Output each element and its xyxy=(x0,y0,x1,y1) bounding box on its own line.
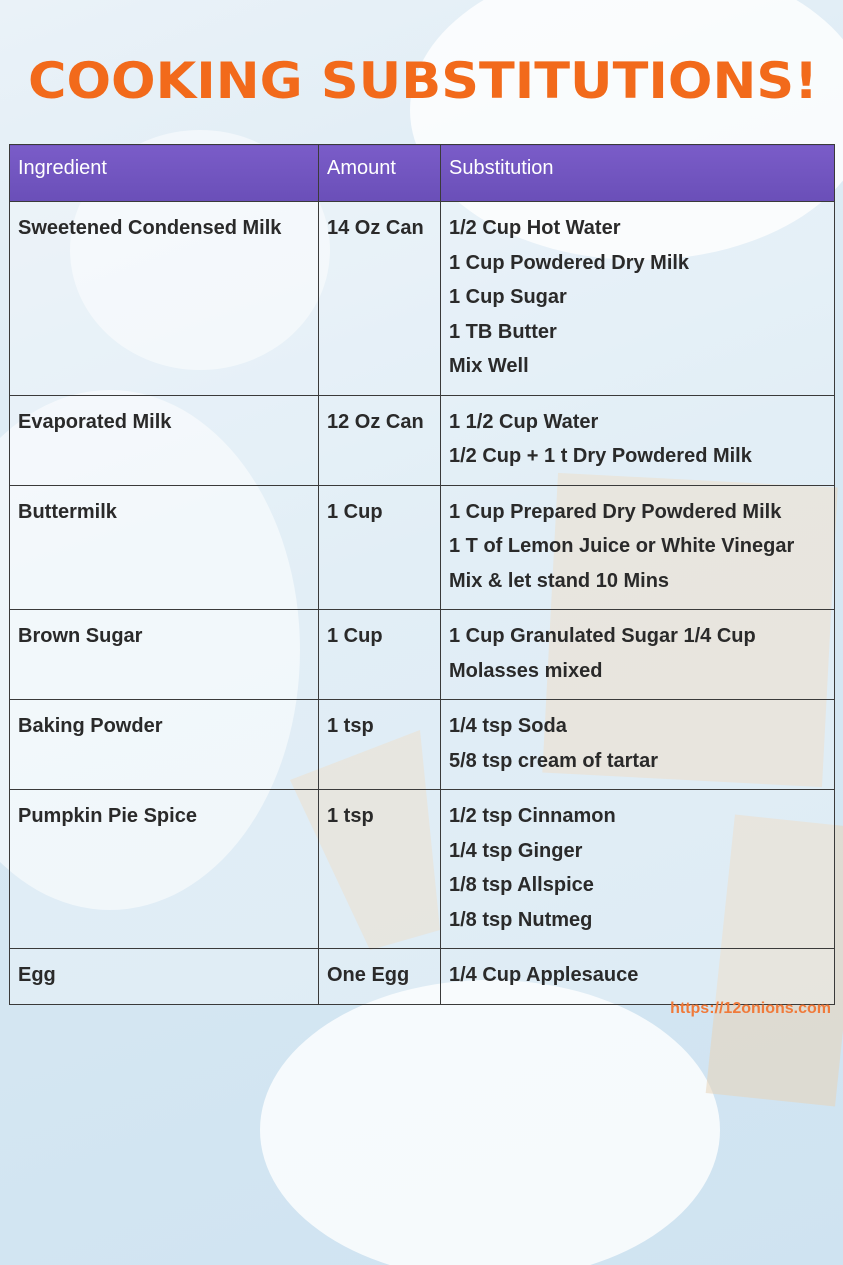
substitution-line: Mix & let stand 10 Mins xyxy=(449,569,670,592)
amount-cell: 14 Oz Can xyxy=(318,201,441,396)
substitution-line: Mix Well xyxy=(449,355,529,377)
substitution-line: Molasses mixed xyxy=(449,659,603,682)
substitution-cell: 1/4 Cup Applesauce xyxy=(440,948,835,1005)
table-row: Egg One Egg 1/4 Cup Applesauce xyxy=(9,948,835,1005)
table-row: Baking Powder 1 tsp 1/4 tsp Soda 5/8 tsp cr… xyxy=(9,699,835,790)
ingredient-cell: Brown Sugar xyxy=(9,609,319,700)
table-row: Buttermilk 1 Cup 1 Cup Prepared Dry Powder… xyxy=(9,484,835,610)
ingredient-cell: Evaporated Milk xyxy=(9,394,319,486)
substitution-line: 1 Cup Powdered Dry Milk xyxy=(449,251,690,274)
ingredient-cell: Pumpkin Pie Spice xyxy=(9,789,319,949)
ingredient-cell: Sweetened Condensed Milk xyxy=(9,201,319,396)
header-row: Ingredient Amount Substitution xyxy=(9,144,835,202)
substitution-line: 1/2 tsp Cinnamon xyxy=(449,805,616,827)
table-body: Sweetened Condensed Milk 14 Oz Can 1/2 Cup… xyxy=(9,201,835,1005)
substitution-line: 1 1/2 Cup Water xyxy=(449,410,599,433)
substitution-line: 1/8 tsp Allspice xyxy=(449,874,594,896)
table-row: Sweetened Condensed Milk 14 Oz Can 1/2 Cup… xyxy=(9,201,835,396)
substitution-table: Ingredient Amount Substitution Sweetened… xyxy=(9,144,835,1005)
amount-cell: 1 tsp xyxy=(318,789,441,949)
ingredient-cell: Egg xyxy=(9,948,319,1005)
table-row: Evaporated Milk 12 Oz Can 1 1/2 Cup Water 1… xyxy=(9,394,835,486)
title-area: COOKING SUBSTITUTIONS! xyxy=(28,52,818,110)
substitution-line: 1/4 tsp Ginger xyxy=(449,839,583,862)
substitution-line: 1 Cup Prepared Dry Powdered Milk xyxy=(449,500,782,523)
amount-cell: 1 Cup xyxy=(318,484,441,610)
substitution-line: 1/4 Cup Applesauce xyxy=(449,964,639,986)
substitution-cell: 1/2 Cup Hot Water 1 Cup Powdered Dry Milk… xyxy=(440,201,835,396)
substitution-cell: 1 Cup Granulated Sugar 1/4 Cup Molasses m… xyxy=(440,609,835,700)
column-header: Amount xyxy=(318,144,441,202)
table-row: Brown Sugar 1 Cup 1 Cup Granulated Sugar 1… xyxy=(9,609,835,700)
amount-cell: One Egg xyxy=(318,948,441,1005)
substitution-line: 1 TB Butter xyxy=(449,320,557,343)
title: COOKING SUBSTITUTIONS! xyxy=(28,52,818,110)
substitution-line: 1/8 tsp Nutmeg xyxy=(449,908,593,931)
substitution-cell: 1 1/2 Cup Water 1/2 Cup + 1 t Dry Powdere… xyxy=(440,394,835,486)
ingredient-cell: Baking Powder xyxy=(9,699,319,790)
ingredient-cell: Buttermilk xyxy=(9,484,319,610)
substitution-cell: 1 Cup Prepared Dry Powdered Milk 1 T of L… xyxy=(440,484,835,610)
substitution-cell: 1/4 tsp Soda 5/8 tsp cream of tartar xyxy=(440,699,835,790)
substitution-line: 1 Cup Granulated Sugar 1/4 Cup xyxy=(449,625,756,647)
source-url: https://12onions.com xyxy=(670,1000,831,1017)
amount-cell: 1 Cup xyxy=(318,609,441,700)
substitution-line: 1/2 Cup + 1 t Dry Powdered Milk xyxy=(449,445,752,467)
substitution-line: 1 T of Lemon Juice or White Vinegar xyxy=(449,535,795,557)
amount-cell: 1 tsp xyxy=(318,699,441,790)
substitution-line: 5/8 tsp cream of tartar xyxy=(449,749,658,772)
substitution-line: 1/4 tsp Soda xyxy=(449,715,567,737)
amount-cell: 12 Oz Can xyxy=(318,394,441,486)
column-header: Ingredient xyxy=(9,144,319,202)
column-header: Substitution xyxy=(440,144,835,202)
substitution-line: 1/2 Cup Hot Water xyxy=(449,217,621,239)
table-row: Pumpkin Pie Spice 1 tsp 1/2 tsp Cinnamon 1/… xyxy=(9,789,835,949)
substitution-cell: 1/2 tsp Cinnamon 1/4 tsp Ginger 1/8 tsp Al… xyxy=(440,789,835,949)
substitution-line: 1 Cup Sugar xyxy=(449,286,567,308)
